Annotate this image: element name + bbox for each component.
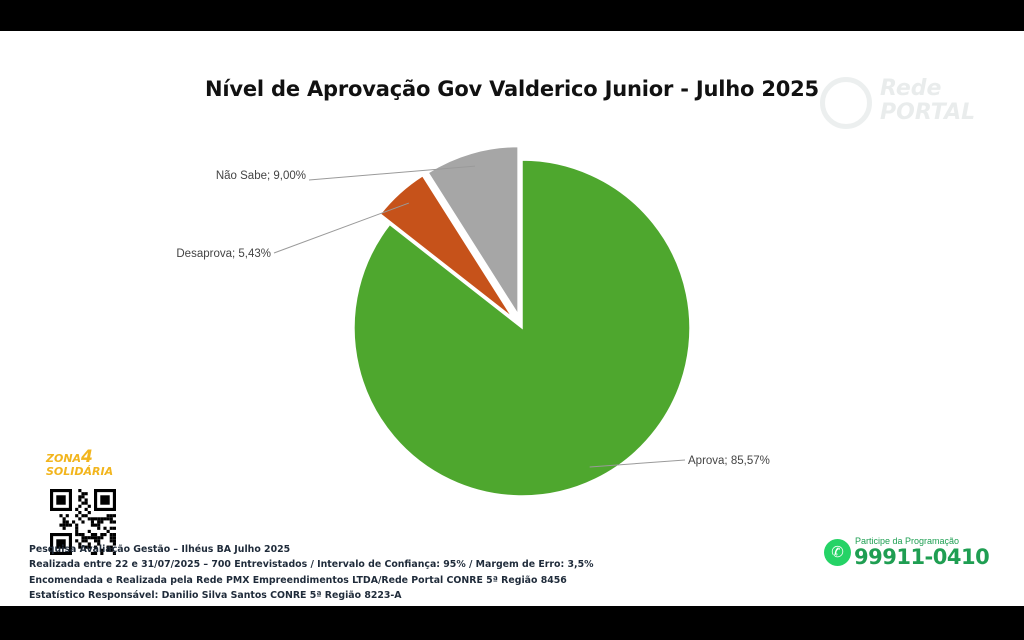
zona-suffix: SOLIDÁRIA bbox=[46, 465, 114, 478]
zona4-logo: ZONA4 SOLIDÁRIA bbox=[46, 449, 136, 479]
chart-slide: Nível de Aprovação Gov Valderico Junior … bbox=[0, 31, 1024, 606]
slice-label-0: Aprova; 85,57% bbox=[688, 455, 770, 467]
footer-line-1: Pesquisa Avaliação Gestão – Ilhéus BA Ju… bbox=[29, 544, 291, 555]
chart-title: Nível de Aprovação Gov Valderico Junior … bbox=[205, 77, 819, 101]
leader-line-2 bbox=[308, 165, 476, 181]
whatsapp-number: 99911-0410 bbox=[854, 545, 990, 569]
letterbox-top bbox=[0, 0, 1024, 31]
leader-line-0 bbox=[589, 459, 686, 468]
watermark-logo-icon bbox=[820, 77, 872, 129]
watermark-line2: PORTAL bbox=[880, 100, 976, 125]
whatsapp-icon: ✆ bbox=[824, 539, 851, 566]
whatsapp-caption: Participe da Programação bbox=[855, 536, 960, 546]
footer-line-2: Realizada entre 22 e 31/07/2025 – 700 En… bbox=[29, 559, 594, 571]
survey-footer: Pesquisa Avaliação Gestão – Ilhéus BA Ju… bbox=[29, 542, 649, 603]
pie-slice-n-o-sabe bbox=[427, 145, 519, 318]
zona-prefix: ZONA bbox=[46, 452, 82, 465]
footer-line-4: Estatístico Responsável: Danilio Silva S… bbox=[29, 589, 402, 601]
whatsapp-contact[interactable]: ✆ Participe da Programação 99911-0410 bbox=[824, 536, 990, 570]
slice-label-1: Desaprova; 5,43% bbox=[176, 248, 271, 260]
leader-line-1 bbox=[273, 202, 410, 254]
letterbox-bottom bbox=[0, 606, 1024, 640]
pie-chart: Aprova; 85,57% Desaprova; 5,43% Não Sabe; … bbox=[176, 145, 770, 497]
zona-number: 4 bbox=[81, 447, 93, 467]
qr-code[interactable] bbox=[48, 487, 118, 557]
pie-slice-aprova bbox=[353, 159, 691, 497]
footer-line-3: Encomendada e Realizada pela Rede PMX Em… bbox=[29, 574, 567, 586]
watermark-line1: Rede bbox=[880, 76, 942, 101]
slice-label-2: Não Sabe; 9,00% bbox=[216, 170, 306, 182]
rede-portal-watermark: Rede PORTAL bbox=[818, 73, 988, 133]
